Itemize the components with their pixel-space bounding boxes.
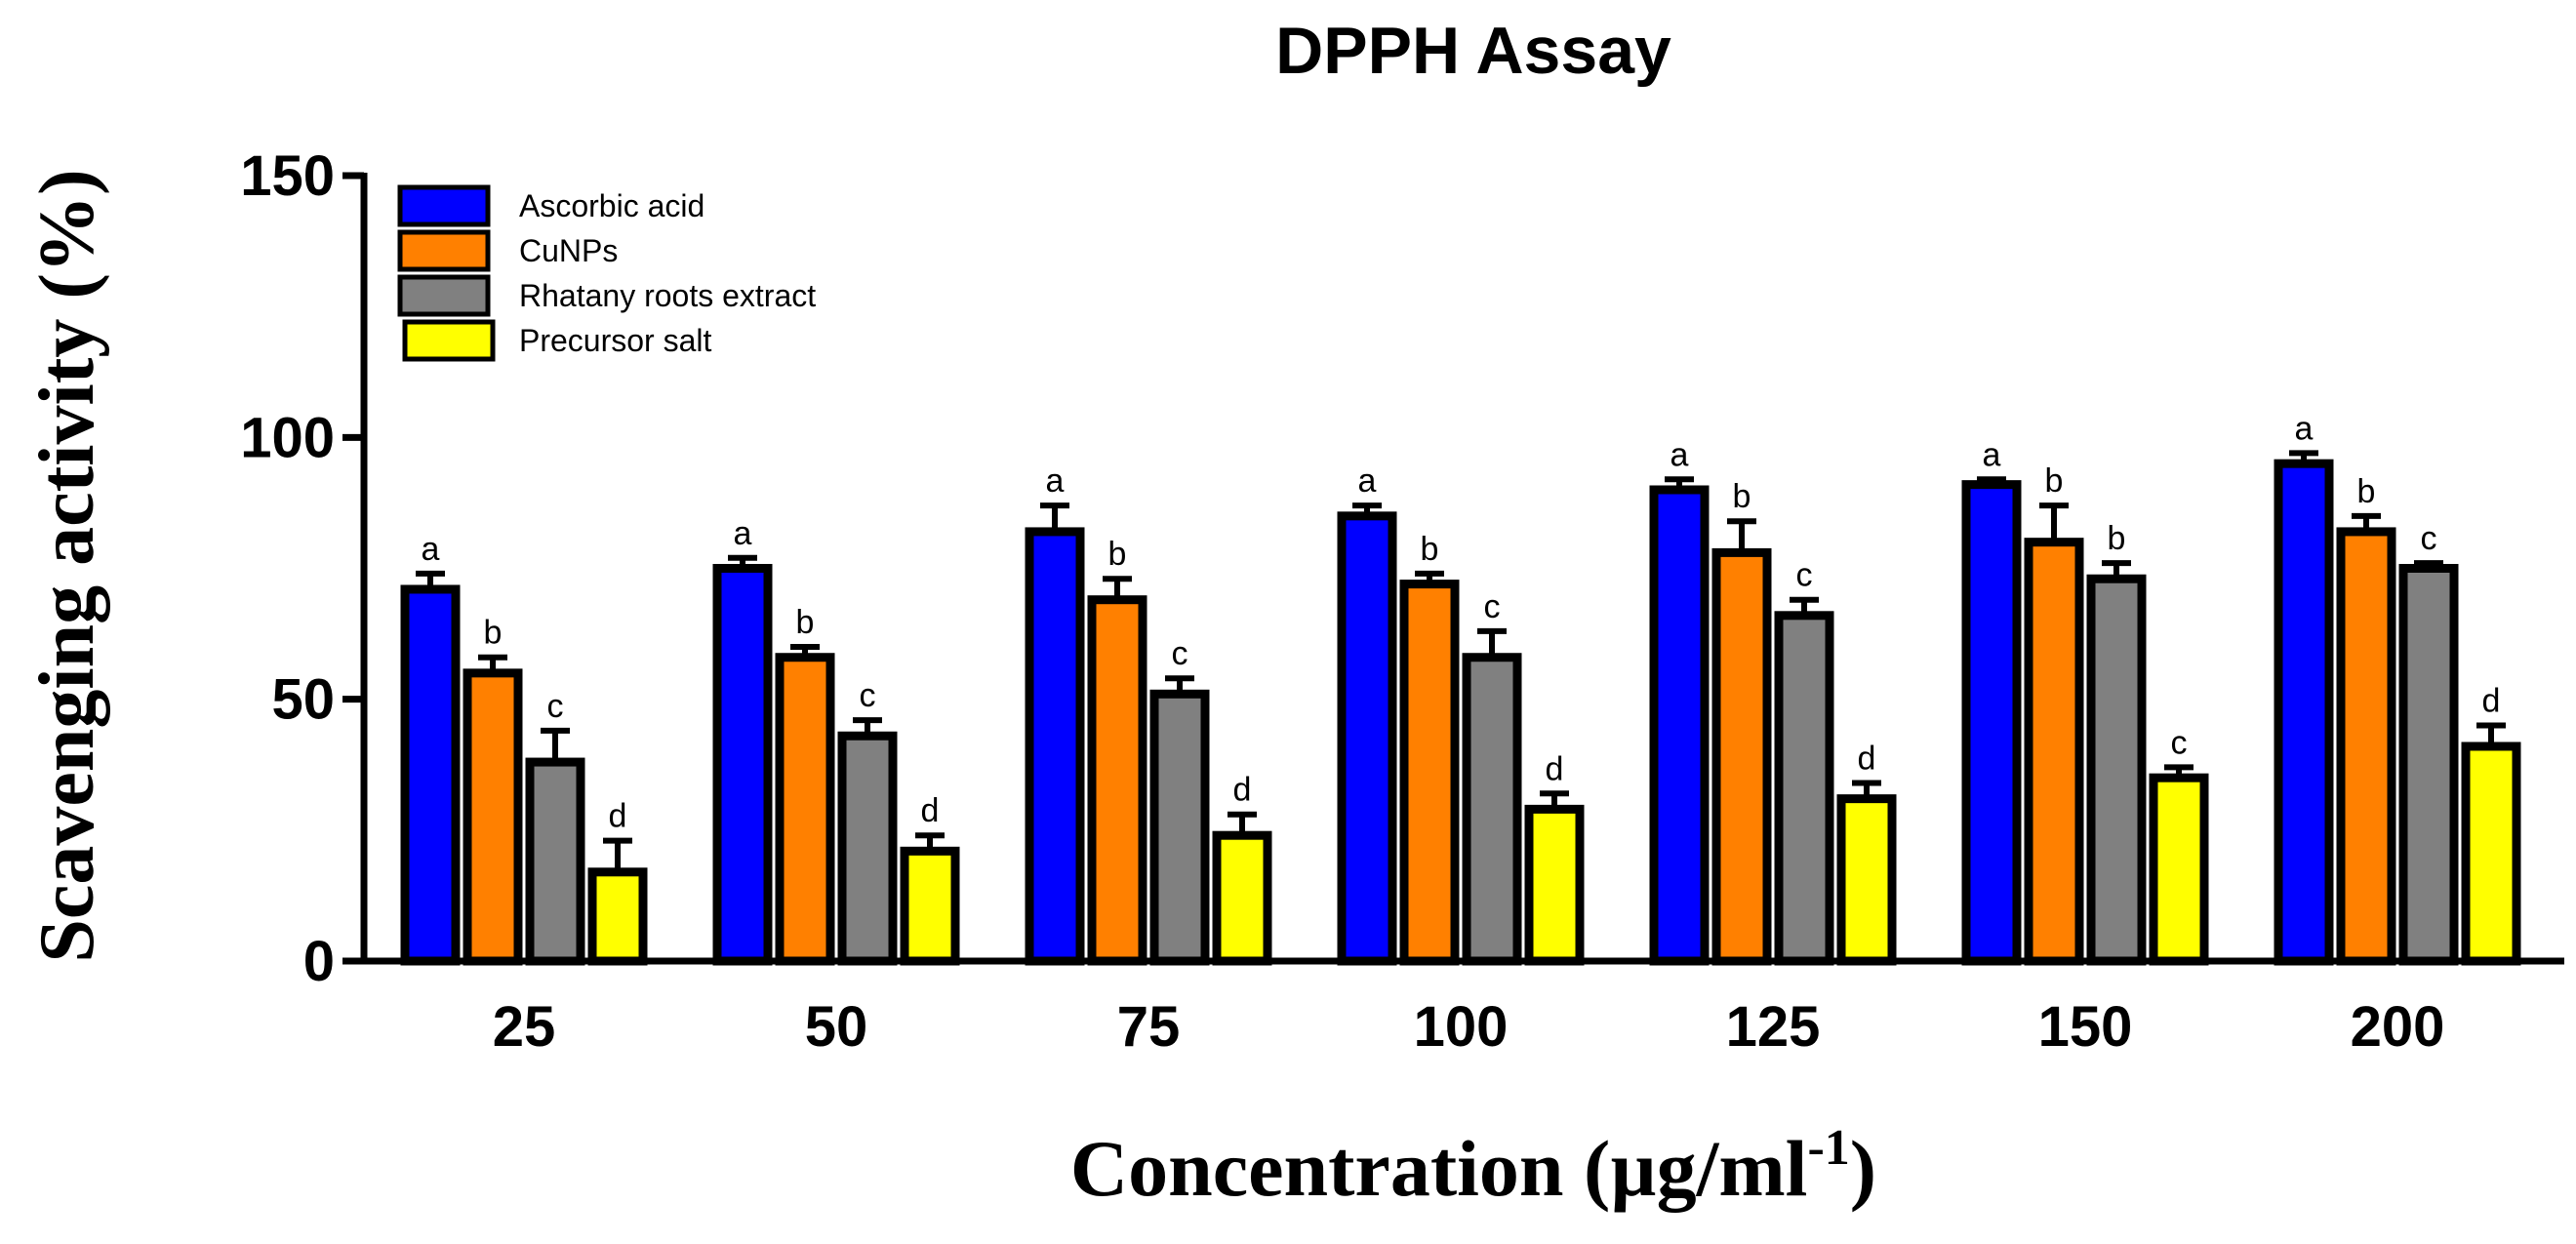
x-tick-label-100: 100 [1414,995,1509,1059]
legend-swatch [397,274,491,317]
bar-ascorbic-acid-150 [1961,480,2022,966]
significance-letter: a [1046,462,1065,500]
significance-letter: a [1670,436,1689,473]
bar-rhatany-roots-extract-100 [1462,653,1522,966]
legend-item-rhatany-roots-extract: Rhatany roots extract [397,274,816,317]
significance-letter: b [2357,473,2376,510]
y-tick-label: 150 [240,144,335,208]
bar-cunps-100 [1399,580,1460,966]
legend-swatch [397,184,491,227]
significance-letter: c [1484,588,1501,625]
significance-letter: c [860,677,876,714]
x-tick-label-200: 200 [2351,995,2445,1059]
significance-letter: c [2421,520,2437,557]
legend-label: Ascorbic acid [519,188,704,223]
legend-swatch [402,319,496,362]
bar-group-200: a b c d 200 [2274,410,2521,1059]
significance-letter: d [1546,750,1564,787]
legend-label: Rhatany roots extract [519,278,816,313]
significance-letter: a [2295,410,2314,447]
bar-rhatany-roots-extract-200 [2398,564,2459,966]
legend-item-ascorbic-acid: Ascorbic acid [397,184,704,227]
x-tick-label-75: 75 [1117,995,1181,1059]
significance-letter: b [1421,531,1439,568]
x-tick-label-50: 50 [805,995,868,1059]
y-tick-label: 100 [240,406,335,469]
chart-title: DPPH Assay [1275,14,1671,88]
significance-letter: a [422,531,440,568]
bar-cunps-50 [775,653,835,966]
significance-letter: a [1358,462,1377,500]
significance-letter: b [2045,462,2064,500]
bar-cunps-150 [2024,538,2084,966]
significance-letter: d [2482,683,2501,720]
y-axis-label: Scavenging activity (%) [24,169,110,962]
y-tick-label: 0 [303,930,335,993]
significance-letter: a [734,515,752,552]
x-axis-label-superscript: -1 [1807,1120,1849,1176]
bar-ascorbic-acid-75 [1025,527,1085,966]
x-axis-label-suffix: ) [1850,1124,1876,1213]
significance-letter: c [1172,635,1188,672]
bar-rhatany-roots-extract-75 [1149,689,1210,966]
y-tick-label: 50 [271,668,335,732]
significance-letter: d [609,798,627,835]
significance-letter: c [2171,724,2188,761]
significance-letter: b [2108,520,2126,557]
significance-letter: b [1733,478,1751,515]
bar-precursor-salt-25 [587,867,648,966]
bar-precursor-salt-200 [2461,742,2521,966]
significance-letter: c [1796,557,1813,594]
bar-group-150: a b b c 150 [1961,436,2209,1059]
x-axis-label-main: Concentration (µg/ml [1070,1124,1808,1213]
bar-cunps-125 [1711,547,1772,966]
bar-group-50: a b c d 50 [712,515,960,1059]
bar-ascorbic-acid-50 [712,564,773,966]
bar-precursor-salt-100 [1524,804,1585,966]
significance-letter: b [796,604,815,641]
x-tick-label-25: 25 [493,995,556,1059]
bar-cunps-200 [2336,527,2396,966]
legend: Ascorbic acid CuNPs Rhatany roots extract P… [397,184,816,362]
bar-cunps-25 [463,668,523,966]
bar-cunps-75 [1087,595,1147,966]
bar-precursor-salt-150 [2149,773,2209,966]
legend-item-cunps: CuNPs [397,229,618,272]
bars: abcd25abcd50abcd75abcd100abcd125abbc150a… [400,410,2521,1059]
bar-rhatany-roots-extract-25 [525,757,585,966]
legend-label: Precursor salt [519,323,712,358]
legend-label: CuNPs [519,233,618,268]
x-tick-label-125: 125 [1726,995,1821,1059]
bar-group-25: a b c d 25 [400,531,648,1059]
significance-letter: b [484,615,503,652]
bar-rhatany-roots-extract-150 [2086,574,2147,966]
x-tick-label-150: 150 [2038,995,2133,1059]
bar-group-125: a b c d 125 [1649,436,1897,1059]
significance-letter: a [1983,436,2001,473]
bar-precursor-salt-50 [900,846,960,966]
bar-precursor-salt-125 [1836,794,1897,966]
significance-letter: c [547,688,564,725]
bar-ascorbic-acid-125 [1649,485,1710,966]
bar-group-75: a b c d 75 [1025,462,1272,1059]
significance-letter: d [921,792,940,829]
legend-item-precursor-salt: Precursor salt [402,319,712,362]
bar-precursor-salt-75 [1212,830,1272,966]
bar-group-100: a b c d 100 [1337,462,1585,1059]
bar-ascorbic-acid-100 [1337,511,1397,966]
bar-ascorbic-acid-25 [400,584,461,966]
legend-swatch [397,229,491,272]
x-axis-label: Concentration (µg/ml-1) [1070,1120,1876,1213]
significance-letter: b [1108,536,1127,573]
bar-rhatany-roots-extract-50 [837,731,898,966]
significance-letter: d [1233,772,1252,809]
bar-rhatany-roots-extract-125 [1774,611,1834,966]
bar-ascorbic-acid-200 [2274,459,2334,966]
significance-letter: d [1858,741,1876,778]
